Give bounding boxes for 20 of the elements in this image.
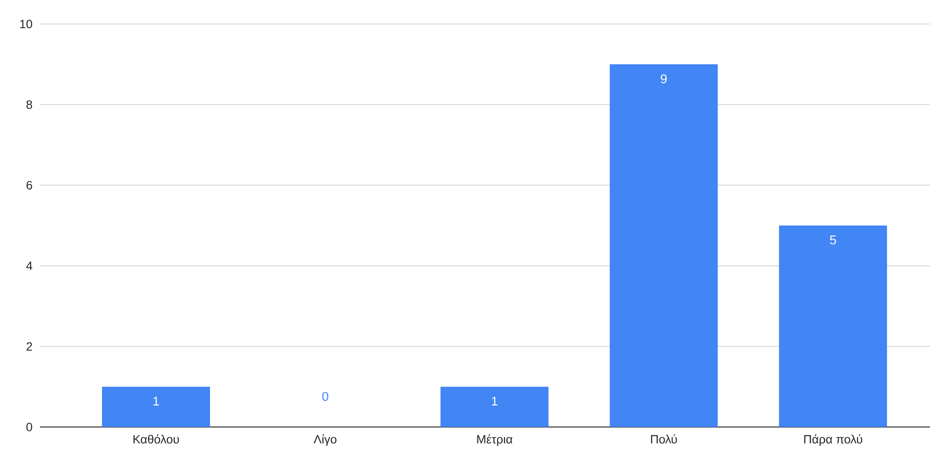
x-tick-label: Μέτρια — [477, 434, 512, 446]
y-tick-label: 2 — [26, 342, 32, 351]
x-tick-label: Πάρα πολύ — [804, 434, 862, 446]
data-label: 9 — [660, 74, 667, 84]
y-tick-label: 0 — [26, 422, 32, 432]
y-tick-label: 4 — [26, 262, 32, 270]
y-tick-label: 10 — [20, 20, 32, 28]
bar — [440, 386, 549, 427]
bar — [610, 64, 718, 427]
y-tick-label: 6 — [26, 180, 32, 190]
data-label: 5 — [830, 236, 836, 244]
y-tick-label: 8 — [26, 100, 32, 109]
x-tick-label: Καθόλου — [134, 434, 179, 444]
data-label: 1 — [153, 396, 159, 406]
x-tick-label: Πολύ — [651, 434, 677, 444]
x-tick-label: Λίγο — [314, 434, 336, 446]
bar — [779, 226, 888, 427]
data-label: 1 — [492, 396, 498, 406]
data-label: 0 — [322, 392, 328, 401]
bar — [102, 386, 210, 427]
